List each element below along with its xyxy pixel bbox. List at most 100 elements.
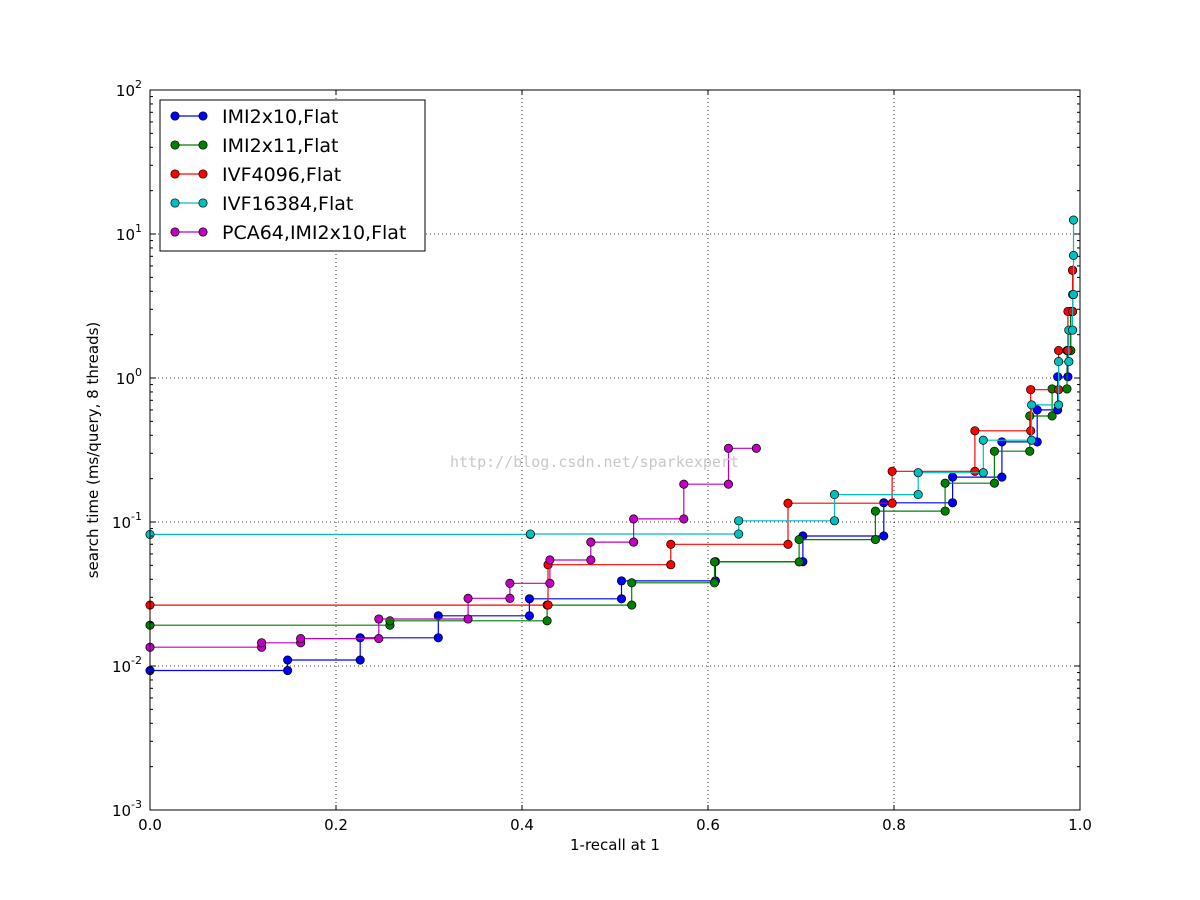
data-point [524, 594, 534, 604]
y-tick-label: 101 [116, 222, 142, 244]
legend-marker [170, 198, 180, 208]
legend-marker [170, 140, 180, 150]
legend-marker [198, 198, 208, 208]
legend-marker [198, 140, 208, 150]
data-point [948, 498, 958, 508]
data-point [709, 557, 720, 567]
data-point [1063, 372, 1073, 382]
data-point [978, 435, 988, 445]
x-tick-label: 1.0 [1068, 816, 1092, 834]
legend-item: IMI2x11,Flat [170, 135, 338, 157]
data-point [616, 594, 627, 604]
series-3 [145, 215, 1079, 539]
data-point [629, 537, 639, 547]
data-point [545, 578, 555, 588]
data-point [1068, 289, 1079, 300]
data-point [385, 616, 395, 626]
data-point [1054, 400, 1064, 410]
data-point [355, 633, 365, 643]
watermark-text: http://blog.csdn.net/sparkexpert [450, 453, 739, 471]
legend-marker [170, 169, 180, 179]
data-point [543, 600, 553, 610]
data-point [734, 529, 744, 539]
y-tick-label: 102 [116, 78, 142, 100]
data-point [1027, 400, 1037, 410]
data-point [829, 490, 840, 500]
data-point [1062, 384, 1072, 394]
series-line [150, 310, 1073, 672]
data-point [586, 555, 596, 565]
data-point [870, 506, 880, 516]
legend-item: IVF4096,Flat [170, 164, 341, 186]
data-point [616, 576, 627, 586]
legend: IMI2x10,Flat IMI2x11,Flat IVF4096,Flat IVF1… [159, 99, 426, 252]
legend-item: IVF16384,Flat [170, 193, 353, 215]
y-tick-label: 10-3 [112, 798, 142, 820]
data-point [913, 490, 923, 500]
data-point [879, 531, 889, 541]
x-tick-label: 0.6 [696, 816, 720, 834]
data-point [1047, 411, 1057, 421]
data-point [1025, 446, 1035, 456]
series-4 [145, 443, 761, 652]
data-point [505, 593, 515, 603]
y-tick-label: 100 [116, 366, 142, 388]
data-point [709, 578, 720, 588]
legend-label: IMI2x11,Flat [222, 135, 338, 157]
data-point [970, 466, 980, 476]
legend-item: PCA64,IMI2x10,Flat [170, 222, 406, 244]
data-point [542, 616, 552, 626]
y-axis-label: search time (ms/query, 8 threads) [84, 322, 102, 579]
x-tick-label: 0.4 [510, 816, 534, 834]
x-tick-label: 0.8 [882, 816, 906, 834]
data-point [627, 600, 637, 610]
data-point [1027, 435, 1037, 445]
series-2 [145, 265, 1078, 610]
data-point [355, 655, 365, 665]
x-axis-label: 1-recall at 1 [570, 836, 660, 854]
data-point [1068, 250, 1079, 260]
legend-label: IMI2x10,Flat [222, 106, 338, 128]
data-point [374, 634, 384, 644]
y-tick-label: 10-2 [112, 654, 142, 676]
legend-marker [198, 169, 208, 179]
grid [150, 90, 1080, 810]
data-point [1068, 265, 1078, 275]
data-point [545, 555, 555, 565]
data-point [1063, 346, 1073, 356]
data-point [794, 535, 804, 545]
data-point [283, 655, 293, 665]
data-point [940, 506, 950, 516]
data-point [524, 611, 534, 621]
data-point [734, 516, 744, 526]
data-point [1026, 426, 1036, 436]
data-point [997, 472, 1007, 482]
data-point [525, 529, 535, 539]
data-point [1064, 357, 1074, 367]
data-point [433, 633, 443, 643]
data-point [629, 514, 639, 524]
data-point [505, 578, 515, 588]
data-point [666, 560, 676, 570]
data-point [989, 446, 999, 456]
series-line [150, 220, 1075, 536]
data-point [723, 443, 734, 453]
series-1 [145, 265, 1078, 630]
data-point [433, 611, 443, 621]
data-point [374, 614, 384, 624]
data-point [1054, 346, 1064, 356]
data-point [463, 614, 473, 624]
data-point [1068, 215, 1079, 225]
data-point [948, 472, 958, 482]
plot-frame [149, 89, 1081, 811]
data-point [679, 514, 689, 524]
series-0 [145, 306, 1078, 676]
data-point [751, 443, 761, 453]
data-point [666, 539, 676, 549]
data-point [463, 593, 473, 603]
data-point [283, 665, 293, 676]
y-tick-label: 10-1 [112, 510, 142, 532]
legend-marker [198, 227, 208, 237]
series-line [150, 270, 1074, 626]
